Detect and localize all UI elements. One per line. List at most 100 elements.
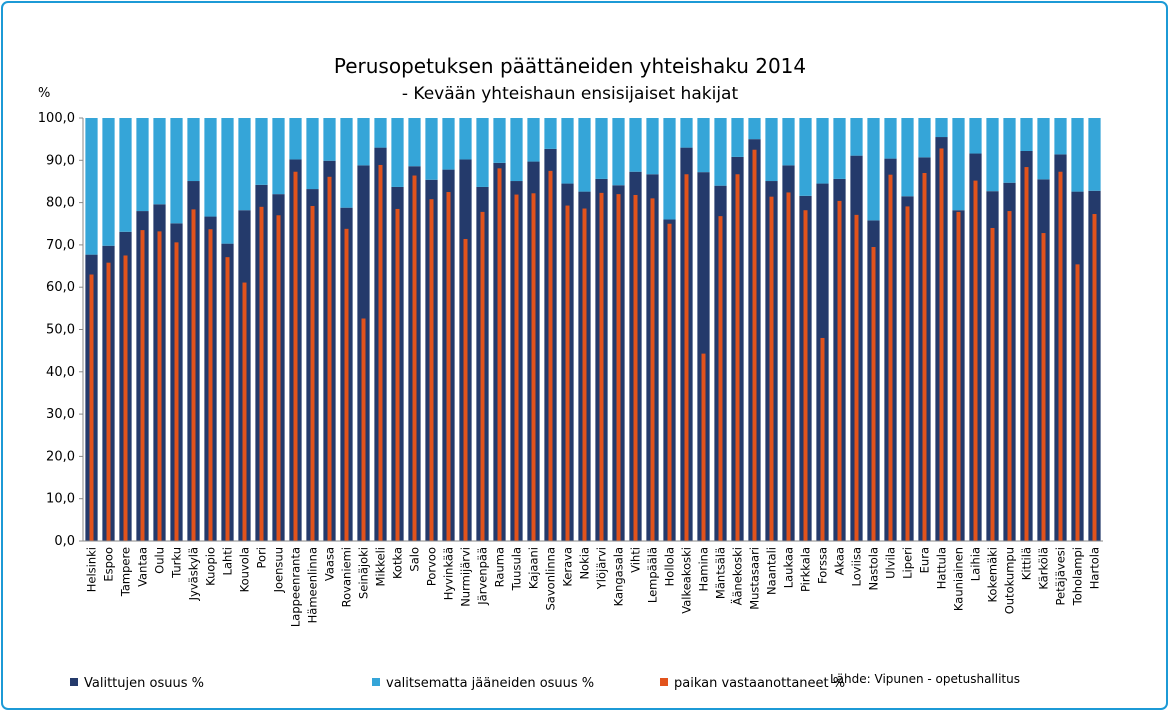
x-tick-label: Kärkölä [1037, 547, 1051, 590]
bar-segment [1071, 118, 1084, 192]
y-tick-label: 10,0 [46, 492, 75, 507]
bar-segment [833, 118, 846, 179]
overlay-bar [276, 215, 281, 542]
x-tick-label: Hollola [663, 547, 677, 586]
legend-swatch [70, 678, 78, 686]
x-tick-label: Seinäjoki [357, 547, 371, 599]
x-tick-label: Kangasala [612, 547, 626, 606]
y-axis-label: % [38, 86, 50, 101]
y-tick-label: 0,0 [54, 534, 75, 549]
y-tick-label: 70,0 [46, 238, 75, 253]
bar-segment [408, 118, 421, 167]
chart-title: Perusopetuksen päättäneiden yhteishaku 2… [334, 54, 806, 78]
overlay-bar [582, 208, 587, 541]
x-tick-label: Lappeenranta [289, 547, 303, 627]
x-tick-label: Vantaa [136, 547, 150, 587]
overlay-bar [803, 210, 808, 542]
overlay-bar [752, 149, 757, 541]
overlay-bar [463, 238, 468, 541]
x-tick-label: Mäntsälä [714, 547, 728, 599]
overlay-bar [616, 194, 621, 541]
x-tick-label: Pori [255, 547, 269, 568]
bar-segment [595, 118, 608, 179]
x-tick-label: Rauma [493, 547, 507, 587]
x-tick-label: Petäjävesi [1054, 547, 1068, 605]
x-tick-label: Kuopio [204, 547, 218, 586]
x-tick-label: Espoo [102, 547, 116, 582]
x-tick-label: Hartola [1088, 547, 1102, 589]
overlay-bar [429, 199, 434, 541]
x-tick-label: Kerava [561, 547, 575, 587]
x-tick-label: Turku [170, 547, 184, 579]
bar-segment [204, 118, 217, 217]
bar-segment [493, 118, 506, 163]
overlay-bar [242, 282, 247, 541]
overlay-bar [1007, 211, 1012, 541]
overlay-bar [531, 193, 536, 541]
y-tick-label: 20,0 [46, 449, 75, 464]
bar-segment [170, 118, 183, 224]
overlay-bar [310, 205, 315, 541]
overlay-bar [939, 148, 944, 541]
x-tick-label: Vaasa [323, 547, 337, 581]
x-tick-label: Laihia [969, 547, 983, 581]
x-tick-label: Ulvila [884, 547, 898, 579]
overlay-bar [259, 206, 264, 541]
x-tick-label: Oulu [153, 547, 167, 574]
overlay-bar [395, 208, 400, 541]
bar-segment [748, 118, 761, 140]
x-tick-label: Nastola [867, 547, 881, 590]
overlay-bar [667, 223, 672, 541]
bar-segment [969, 118, 982, 154]
overlay-bar [361, 318, 366, 541]
bar-segment [918, 118, 931, 158]
y-tick-label: 90,0 [46, 153, 75, 168]
overlay-bar [633, 194, 638, 541]
overlay-bar [973, 180, 978, 541]
bar-segment [527, 118, 540, 162]
x-tick-label: Lahti [221, 547, 235, 575]
y-tick-label: 100,0 [38, 111, 75, 126]
overlay-bar [599, 192, 604, 541]
overlay-bar [497, 168, 502, 541]
overlay-bar [922, 172, 927, 542]
x-tick-label: Hyvinkää [442, 547, 456, 600]
y-tick-label: 50,0 [46, 323, 75, 338]
overlay-bar [565, 205, 570, 541]
overlay-bar [905, 206, 910, 542]
overlay-bar [854, 214, 859, 541]
overlay-bar [548, 170, 553, 541]
bar-segment [629, 118, 642, 172]
x-tick-label: Tuusula [510, 547, 524, 591]
bar-segment [1054, 118, 1067, 155]
x-tick-label: Eura [918, 547, 932, 573]
overlay-bar [446, 192, 451, 541]
x-tick-label: Lempäälä [646, 547, 660, 603]
bar-segment [714, 118, 727, 186]
overlay-bar [327, 176, 332, 541]
bar-segment [561, 118, 574, 184]
bar-segment [986, 118, 999, 192]
bar-segment [850, 118, 863, 156]
x-tick-label: Liperi [901, 547, 915, 579]
bar-segment [221, 118, 234, 244]
bar-segment [901, 118, 914, 197]
bar-segment [476, 118, 489, 187]
x-tick-label: Loviisa [850, 547, 864, 586]
bar-segment [357, 118, 370, 166]
overlay-bar [225, 257, 230, 541]
bar-segment [884, 118, 897, 159]
bar-segment [1020, 118, 1033, 151]
bar-segment [1088, 118, 1101, 191]
overlay-bar [514, 194, 519, 542]
legend-label: valitsematta jääneiden osuus % [386, 676, 594, 691]
x-tick-label: Outokumpu [1003, 547, 1017, 614]
x-tick-label: Hattula [935, 547, 949, 589]
x-tick-label: Toholampi [1071, 547, 1085, 606]
bar-segment [289, 118, 302, 160]
overlay-bar [1092, 214, 1097, 541]
legend-label: paikan vastaanottaneet % [674, 676, 845, 691]
x-tick-label: Mikkeli [374, 547, 388, 587]
y-tick-label: 30,0 [46, 407, 75, 422]
overlay-bar [208, 229, 213, 541]
